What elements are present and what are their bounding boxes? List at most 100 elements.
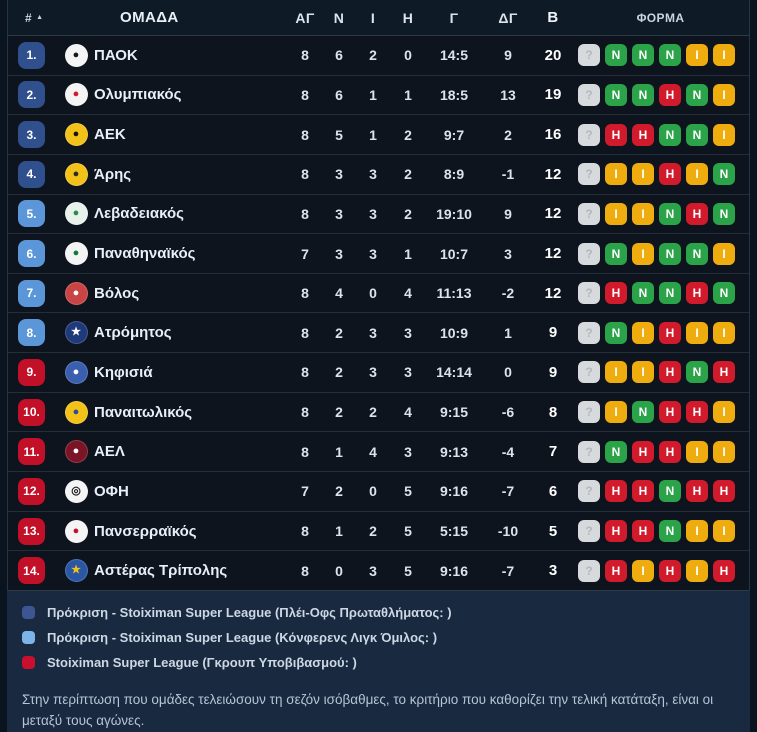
team-logo: ● xyxy=(64,83,88,107)
logo-cell: ★ xyxy=(58,559,94,583)
column-header-draws[interactable]: Ι xyxy=(370,9,376,26)
table-row[interactable]: 7. ● Βόλος 8 4 0 4 11:13 -2 12 ? Η Ν Ν Η Ν xyxy=(8,273,749,314)
table-row[interactable]: 13. ● Πανσερραϊκός 8 1 2 5 5:15 -10 5 ? Η… xyxy=(8,511,749,552)
team-name[interactable]: Παναιτωλικός xyxy=(94,403,193,421)
stat-diff: -7 xyxy=(501,483,515,500)
team-logo: ● xyxy=(64,242,88,266)
team-name[interactable]: Λεβαδειακός xyxy=(94,205,184,223)
stat-draws: 1 xyxy=(369,126,377,143)
stat-points: 9 xyxy=(548,324,558,342)
team-name[interactable]: Βόλος xyxy=(94,284,140,302)
stat-wins: 3 xyxy=(335,166,343,183)
table-row[interactable]: 8. ★ Ατρόμητος 8 2 3 3 10:9 1 9 ? Ν Ι Η Ι Ι xyxy=(8,313,749,354)
form-badge: Ν xyxy=(605,321,627,344)
column-header-played[interactable]: ΑΓ xyxy=(295,9,315,26)
form-badges: ? Ι Ι Η Ν Η xyxy=(572,361,749,384)
table-body: 1. ● ΠΑΟΚ 8 6 2 0 14:5 9 20 ? Ν Ν Ν Ι Ι 2. ● … xyxy=(8,36,749,591)
form-badge: Η xyxy=(605,559,627,582)
table-row[interactable]: 2. ● Ολυμπιακός 8 6 1 1 18:5 13 19 ? Ν Ν Η Ν… xyxy=(8,75,749,116)
form-badge: Ν xyxy=(605,440,627,463)
team-name[interactable]: ΟΦΗ xyxy=(94,482,129,500)
column-header-wins[interactable]: Ν xyxy=(333,9,345,26)
form-badge: ? xyxy=(578,321,600,344)
position-cell: 14. xyxy=(8,557,58,585)
form-badge: Η xyxy=(686,282,708,305)
team-logo: ● xyxy=(64,360,88,384)
team-logo-glyph: ● xyxy=(72,167,80,180)
team-logo-glyph: ● xyxy=(72,524,80,537)
column-header-team[interactable]: ΟΜΑΔΑ xyxy=(120,9,179,26)
form-badge: Ν xyxy=(632,401,654,424)
table-row[interactable]: 12. ◎ ΟΦΗ 7 2 0 5 9:16 -7 6 ? Η Η Ν Η Η xyxy=(8,472,749,512)
form-badge: Ι xyxy=(686,559,708,582)
logo-cell: ● xyxy=(58,281,94,305)
legend-item: Stoiximan Super League (Γκρουπ Υποβιβασμ… xyxy=(22,655,735,670)
tiebreak-note: Στην περίπτωση που ομάδες τελειώσουν τη … xyxy=(22,691,714,728)
stat-goals: 14:14 xyxy=(436,364,472,381)
form-badge: Η xyxy=(659,559,681,582)
stat-goals: 5:15 xyxy=(439,523,469,539)
column-header-form[interactable]: ΦΟΡΜΑ xyxy=(636,10,685,25)
stat-wins: 6 xyxy=(335,86,343,103)
team-name[interactable]: Πανσερραϊκός xyxy=(94,522,197,540)
stat-diff: -4 xyxy=(501,443,515,460)
position-cell: 4. xyxy=(8,160,58,188)
column-header-position[interactable]: # ▲ xyxy=(8,11,58,25)
team-name[interactable]: Ολυμπιακός xyxy=(94,86,182,104)
table-row[interactable]: 5. ● Λεβαδειακός 8 3 3 2 19:10 9 12 ? Ι Ι Ν… xyxy=(8,194,749,235)
column-header-losses[interactable]: Η xyxy=(402,9,414,26)
form-badge: Ν xyxy=(686,123,708,146)
table-row[interactable]: 1. ● ΠΑΟΚ 8 6 2 0 14:5 9 20 ? Ν Ν Ν Ι Ι xyxy=(8,36,749,76)
table-row[interactable]: 3. ● ΑΕΚ 8 5 1 2 9:7 2 16 ? Η Η Ν Ν Ι xyxy=(8,115,749,155)
team-name[interactable]: Κηφισιά xyxy=(94,363,153,381)
form-badge: ? xyxy=(578,44,600,67)
team-logo-glyph: ● xyxy=(72,88,80,101)
team-name[interactable]: ΑΕΚ xyxy=(94,126,126,144)
stat-diff: -6 xyxy=(501,404,515,421)
table-row[interactable]: 9. ● Κηφισιά 8 2 3 3 14:14 0 9 ? Ι Ι Η Ν Η xyxy=(8,353,749,393)
stat-draws: 3 xyxy=(369,324,377,341)
stat-wins: 2 xyxy=(335,364,343,381)
stat-losses: 2 xyxy=(404,166,412,183)
form-badge: Ν xyxy=(659,44,681,67)
stat-losses: 1 xyxy=(404,245,412,262)
form-badge: ? xyxy=(578,163,600,186)
team-name[interactable]: Αστέρας Τρίπολης xyxy=(94,562,228,580)
stat-points: 19 xyxy=(544,86,562,104)
table-row[interactable]: 11. ● ΑΕΛ 8 1 4 3 9:13 -4 7 ? Ν Η Η Ι Ι xyxy=(8,432,749,473)
team-logo-glyph: ● xyxy=(72,365,80,378)
form-badge: Ν xyxy=(713,202,735,225)
team-name[interactable]: ΠΑΟΚ xyxy=(94,46,138,64)
form-badge: Η xyxy=(605,123,627,146)
form-badges: ? Ι Ι Η Ι Ν xyxy=(572,163,749,186)
form-badge: Ι xyxy=(686,163,708,186)
column-header-diff[interactable]: ΔΓ xyxy=(498,9,518,26)
legend-label: Stoiximan Super League (Γκρουπ Υποβιβασμ… xyxy=(47,654,357,670)
stat-wins: 6 xyxy=(335,47,343,64)
column-header-goals[interactable]: Γ xyxy=(449,9,459,26)
stat-goals: 14:5 xyxy=(439,47,469,64)
form-badge: Η xyxy=(686,480,708,503)
column-header-points[interactable]: Β xyxy=(547,9,559,26)
stat-played: 8 xyxy=(301,166,309,183)
team-name[interactable]: Άρης xyxy=(94,165,132,183)
team-name[interactable]: Παναθηναϊκός xyxy=(94,245,196,263)
table-row[interactable]: 10. ● Παναιτωλικός 8 2 2 4 9:15 -6 8 ? Ι Ν… xyxy=(8,392,749,433)
table-row[interactable]: 6. ● Παναθηναϊκός 7 3 3 1 10:7 3 12 ? Ν Ι Ν… xyxy=(8,234,749,274)
form-badge: Ν xyxy=(713,282,735,305)
stat-draws: 3 xyxy=(369,166,377,183)
position-badge: 9. xyxy=(18,358,45,386)
team-name[interactable]: Ατρόμητος xyxy=(94,324,172,342)
stat-diff: 3 xyxy=(504,245,512,262)
form-badges: ? Η Η Ν Ι Ι xyxy=(572,520,749,542)
stat-losses: 5 xyxy=(404,483,412,500)
legend-label: Πρόκριση - Stoiximan Super League (Πλέι-… xyxy=(47,604,452,620)
team-logo-glyph: ● xyxy=(72,445,80,458)
team-name[interactable]: ΑΕΛ xyxy=(94,443,125,461)
position-cell: 8. xyxy=(8,319,58,347)
table-row[interactable]: 4. ● Άρης 8 3 3 2 8:9 -1 12 ? Ι Ι Η Ι Ν xyxy=(8,154,749,195)
table-row[interactable]: 14. ★ Αστέρας Τρίπολης 8 0 3 5 9:16 -7 3… xyxy=(8,551,749,591)
form-badge: Ι xyxy=(686,321,708,344)
stat-wins: 5 xyxy=(335,126,343,143)
